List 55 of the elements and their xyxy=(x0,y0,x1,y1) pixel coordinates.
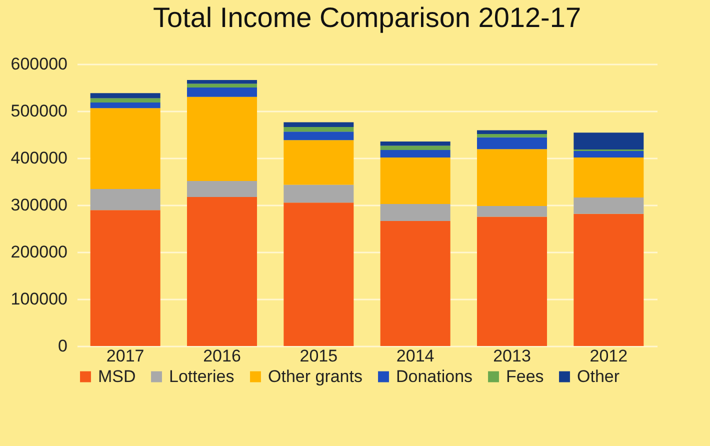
bar xyxy=(284,126,354,132)
y-tick-label: 600000 xyxy=(10,54,68,74)
bar xyxy=(284,184,354,203)
bar xyxy=(90,210,160,346)
legend-label: Donations xyxy=(396,366,473,386)
bar xyxy=(477,130,547,134)
bar xyxy=(477,134,547,138)
bar xyxy=(380,220,450,346)
bar xyxy=(284,140,354,185)
chart-title: Total Income Comparison 2012-17 xyxy=(152,2,582,33)
y-tick-label: 200000 xyxy=(10,242,68,262)
bar xyxy=(90,189,160,210)
y-tick-label: 400000 xyxy=(10,148,68,168)
bar xyxy=(477,216,547,346)
legend-label: Other grants xyxy=(268,366,362,386)
bar xyxy=(284,122,354,127)
x-tick-label: 2015 xyxy=(300,346,338,366)
bar xyxy=(187,181,257,198)
x-tick-label: 2012 xyxy=(590,346,628,366)
y-tick-label: 500000 xyxy=(10,102,68,120)
bar xyxy=(90,108,160,190)
x-tick-label: 2016 xyxy=(203,346,241,366)
bar xyxy=(574,214,644,346)
bar xyxy=(284,132,354,140)
bar xyxy=(284,202,354,346)
bar xyxy=(90,98,160,103)
bar xyxy=(187,96,257,182)
bar xyxy=(380,204,450,221)
bar xyxy=(477,149,547,206)
legend-label: Other xyxy=(577,366,620,386)
x-tick-label: 2014 xyxy=(396,346,434,366)
bar xyxy=(380,150,450,158)
bar xyxy=(574,158,644,198)
bar xyxy=(477,206,547,217)
bar xyxy=(380,142,450,146)
bar xyxy=(574,197,644,214)
bar xyxy=(380,146,450,150)
bar xyxy=(187,88,257,97)
legend-label: MSD xyxy=(98,366,136,386)
bar xyxy=(187,197,257,346)
bar xyxy=(90,93,160,98)
bar xyxy=(574,150,644,158)
y-tick-label: 300000 xyxy=(10,196,68,214)
bar xyxy=(90,102,160,108)
legend-label: Lotteries xyxy=(169,366,234,386)
legend-label: Fees xyxy=(506,366,544,386)
y-tick-label: 0 xyxy=(58,336,68,356)
y-tick-label: 100000 xyxy=(10,290,68,308)
bar xyxy=(187,84,257,88)
bar xyxy=(477,137,547,150)
x-tick-label: 2013 xyxy=(493,346,531,366)
bar xyxy=(187,80,257,84)
bar xyxy=(380,158,450,204)
bar xyxy=(574,132,644,150)
x-tick-label: 2017 xyxy=(106,346,144,366)
